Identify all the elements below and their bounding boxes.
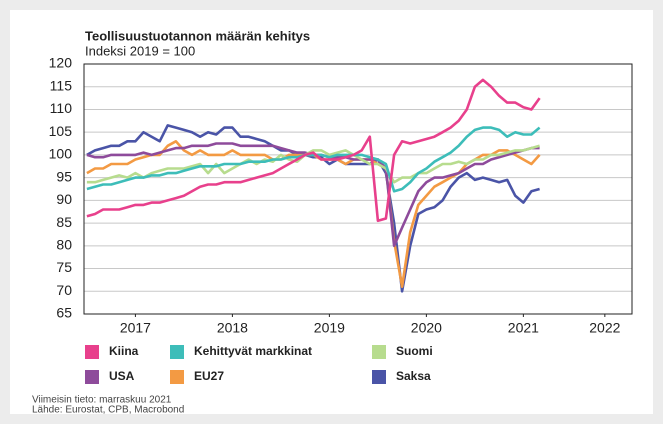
x-tick-label: 2018 bbox=[217, 320, 248, 336]
legend-label: Suomi bbox=[396, 344, 433, 358]
legend-swatch bbox=[372, 370, 386, 384]
note: Lähde: Eurostat, CPB, Macrobond bbox=[32, 405, 184, 416]
x-tick-label: 2017 bbox=[120, 320, 151, 336]
x-tick-label: 2019 bbox=[314, 320, 345, 336]
y-tick-label: 90 bbox=[56, 191, 72, 207]
x-tick-label: 2020 bbox=[411, 320, 442, 336]
series-line bbox=[86, 78, 541, 223]
note: Viimeisin tieto: marraskuu 2021 bbox=[32, 395, 172, 406]
series-line bbox=[86, 126, 541, 193]
plot-frame bbox=[83, 63, 633, 315]
y-tick-label: 95 bbox=[56, 168, 72, 184]
legend-swatch bbox=[372, 345, 386, 359]
y-tick-label: 115 bbox=[50, 77, 73, 93]
y-tick-label: 75 bbox=[56, 259, 72, 275]
legend-label: USA bbox=[109, 369, 135, 383]
legend-label: Saksa bbox=[396, 369, 431, 383]
y-tick-label: 100 bbox=[49, 146, 73, 162]
legend-swatch bbox=[85, 345, 99, 359]
series-line bbox=[86, 144, 540, 184]
x-tick-label: 2022 bbox=[589, 320, 620, 336]
y-tick-label: 110 bbox=[50, 100, 73, 116]
legend-swatch bbox=[170, 345, 184, 359]
chart-subtitle: Indeksi 2019 = 100 bbox=[85, 43, 195, 58]
y-tick-label: 80 bbox=[56, 237, 72, 253]
y-tick-label: 120 bbox=[49, 55, 73, 71]
y-tick-label: 85 bbox=[56, 214, 72, 230]
legend-label: EU27 bbox=[194, 369, 224, 383]
legend-swatch bbox=[85, 370, 99, 384]
y-tick-label: 70 bbox=[56, 282, 72, 298]
legend-label: Kehittyvät markkinat bbox=[194, 344, 312, 358]
legend-swatch bbox=[170, 370, 184, 384]
x-tick-label: 2021 bbox=[508, 320, 539, 336]
y-tick-label: 105 bbox=[49, 123, 73, 139]
chart-title: Teollisuustuotannon määrän kehitys bbox=[85, 28, 310, 43]
series-line bbox=[86, 124, 540, 293]
card bbox=[10, 10, 653, 414]
y-tick-label: 65 bbox=[56, 305, 72, 321]
legend-label: Kiina bbox=[109, 344, 139, 358]
